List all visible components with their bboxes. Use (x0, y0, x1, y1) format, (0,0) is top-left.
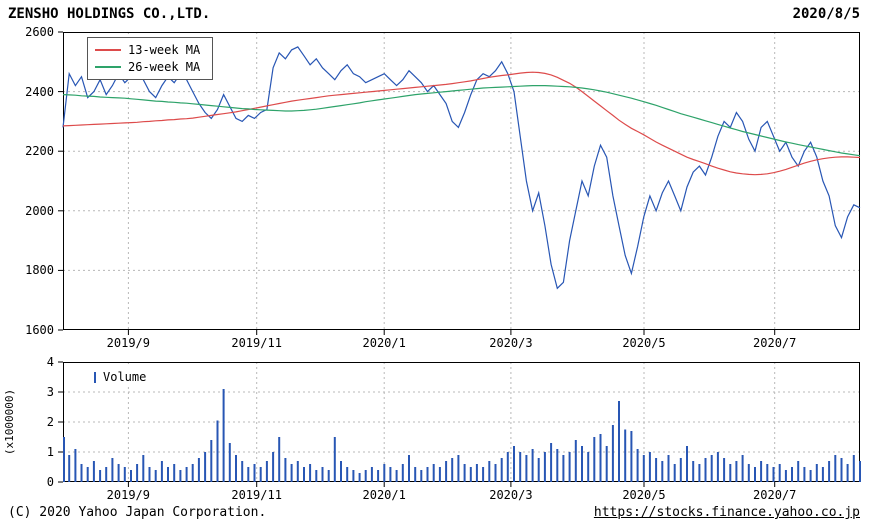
y-axis-tick-label: 2600 (25, 25, 54, 39)
y-axis-tick-label: 2 (46, 415, 54, 429)
legend-label: Volume (103, 370, 147, 384)
legend-line-swatch (95, 49, 121, 51)
legend-line-swatch (95, 66, 121, 68)
y-axis-tick-label: 2400 (25, 84, 54, 99)
y-axis-tick-label: 2200 (25, 144, 54, 159)
legend-item: 26-week MA (95, 59, 200, 75)
y-axis-tick-label: 2000 (25, 203, 54, 218)
price-legend: 13-week MA 26-week MA (87, 37, 214, 80)
x-axis-tick-label: 2019/11 (231, 336, 282, 350)
price-x-axis-labels: 2019/9 2019/11 2020/1 2020/3 2020/5 2020/7 (63, 336, 860, 350)
y-axis-tick-label: 0 (46, 475, 54, 489)
volume-chart-plot: Volume (58, 361, 861, 487)
x-axis-tick-label: 2020/7 (753, 336, 797, 350)
price-chart-plot: 13-week MA 26-week MA (58, 31, 861, 335)
copyright-text: (C) 2020 Yahoo Japan Corporation. (8, 505, 267, 520)
x-axis-tick-label: 2020/3 (489, 336, 533, 350)
y-axis-tick-label: 1600 (25, 323, 54, 337)
volume-x-axis-labels: 2019/9 2019/11 2020/1 2020/3 2020/5 2020/7 (63, 488, 860, 502)
price-chart-svg (58, 31, 861, 335)
legend-item: 13-week MA (95, 42, 200, 58)
y-axis-tick-label: 3 (46, 385, 54, 399)
y-axis-tick-label: 4 (46, 355, 54, 369)
x-axis-tick-label: 2020/5 (622, 488, 666, 502)
volume-legend: Volume (87, 367, 159, 387)
source-url-link[interactable]: https://stocks.finance.yahoo.co.jp (593, 505, 860, 520)
legend-label: 13-week MA (128, 43, 201, 57)
y-axis-tick-label: 1800 (25, 263, 54, 278)
chart-date: 2020/8/5 (792, 6, 860, 22)
x-axis-tick-label: 2019/9 (106, 336, 151, 350)
x-axis-tick-label: 2020/1 (362, 488, 406, 502)
legend-label: 26-week MA (128, 60, 201, 74)
x-axis-tick-label: 2019/9 (106, 488, 151, 502)
volume-chart-svg (58, 361, 861, 487)
price-y-axis-labels: 1600 1800 2000 2200 2400 2600 (0, 25, 56, 337)
page-title: ZENSHO HOLDINGS CO.,LTD. (8, 6, 211, 22)
x-axis-tick-label: 2020/1 (362, 336, 406, 350)
legend-bar-swatch (94, 371, 96, 383)
x-axis-tick-label: 2020/7 (753, 488, 797, 502)
x-axis-tick-label: 2020/3 (489, 488, 533, 502)
y-axis-tick-label: 1 (46, 445, 54, 459)
x-axis-tick-label: 2020/5 (622, 336, 666, 350)
volume-y-axis-labels: 0 1 2 3 4 (0, 355, 56, 489)
x-axis-tick-label: 2019/11 (231, 488, 282, 502)
